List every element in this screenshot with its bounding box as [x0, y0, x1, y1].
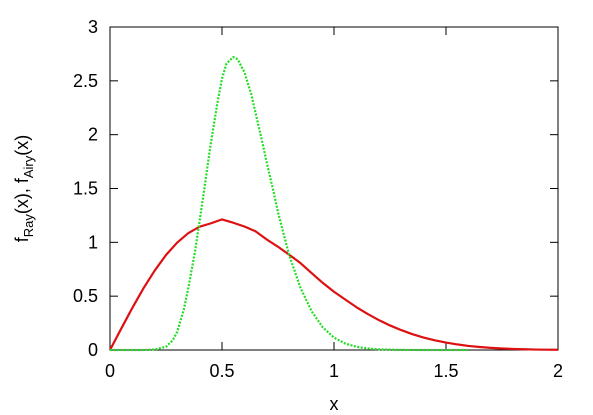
- y-axis-title-part: f: [12, 236, 32, 242]
- y-axis-title: fRay(x), fAiry(x): [12, 135, 36, 243]
- y-axis-title-part: (x): [12, 135, 32, 156]
- y-tick-label: 2: [88, 125, 98, 145]
- y-tick-label: 3: [88, 17, 98, 37]
- y-tick-label: 1.5: [73, 179, 98, 199]
- y-axis-title-part: (x), f: [12, 177, 32, 214]
- x-tick-labels: 0 0.5 1 1.5 2: [105, 361, 563, 381]
- series-line-2: [110, 56, 469, 352]
- series-lines: [109, 56, 559, 352]
- y-tick-label: 0.5: [73, 286, 98, 306]
- x-axis-title: x: [330, 394, 339, 414]
- x-tick-label: 1: [329, 361, 339, 381]
- y-tick-label: 2.5: [73, 71, 98, 91]
- series-line-1: [109, 218, 559, 351]
- plot-border: [109, 26, 559, 351]
- axis-ticks: [109, 26, 559, 351]
- y-axis-title-subscript: Ray: [21, 214, 36, 238]
- y-tick-labels: 0 0.5 1 1.5 2 2.5 3: [73, 17, 98, 360]
- plot-area: [109, 26, 559, 351]
- x-tick-label: 2: [553, 361, 563, 381]
- y-tick-label: 0: [88, 340, 98, 360]
- x-tick-label: 1.5: [433, 361, 458, 381]
- x-tick-label: 0.5: [209, 361, 234, 381]
- y-tick-label: 1: [88, 232, 98, 252]
- y-axis-title-subscript: Airy: [21, 155, 36, 178]
- x-tick-label: 0: [105, 361, 115, 381]
